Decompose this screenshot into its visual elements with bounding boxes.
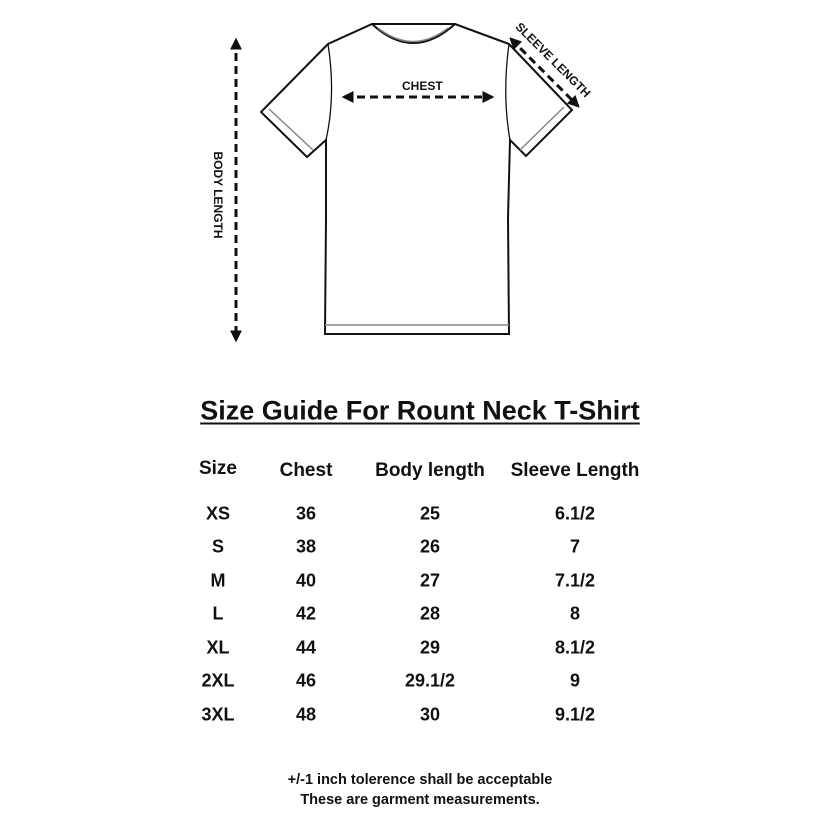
cell-sleeve-length: 8 [569,603,581,624]
cell-sleeve-length: 8.1/2 [554,637,596,658]
header-size: Size [198,458,238,479]
cell-chest: 48 [295,704,317,725]
cell-size: M [210,570,226,591]
cell-body-length: 29.1/2 [404,670,456,691]
cell-body-length: 28 [419,603,441,624]
cell-size: 2XL [201,670,235,691]
header-body-length: Body length [375,460,485,481]
cell-chest: 44 [295,637,317,658]
chest-label: CHEST [402,79,443,93]
tolerance-note: +/-1 inch tolerence shall be acceptable [287,772,553,788]
header-chest: Chest [279,460,333,481]
cell-sleeve-length: 7 [569,536,581,557]
cell-size: XS [205,503,231,524]
cell-sleeve-length: 6.1/2 [554,503,596,524]
page-title: Size Guide For Rount Neck T-Shirt [200,395,640,426]
cell-size: S [211,536,225,557]
cell-body-length: 26 [419,536,441,557]
cell-size: L [212,603,224,624]
sleeve-length-arrow [509,37,580,108]
cell-size: 3XL [201,704,235,725]
cell-chest: 42 [295,603,317,624]
cell-body-length: 27 [419,570,441,591]
cell-chest: 36 [295,503,317,524]
cell-chest: 38 [295,536,317,557]
cell-body-length: 29 [419,637,441,658]
body-length-label: BODY LENGTH [211,151,225,239]
measurement-note: These are garment measurements. [300,792,540,808]
cell-chest: 40 [295,570,317,591]
cell-sleeve-length: 9 [569,670,581,691]
tshirt-outline [259,23,574,335]
cell-body-length: 30 [419,704,441,725]
header-sleeve-length: Sleeve Length [510,460,640,481]
cell-chest: 46 [295,670,317,691]
cell-size: XL [206,637,230,658]
cell-sleeve-length: 9.1/2 [554,704,596,725]
cell-sleeve-length: 7.1/2 [554,570,596,591]
cell-body-length: 25 [419,503,441,524]
